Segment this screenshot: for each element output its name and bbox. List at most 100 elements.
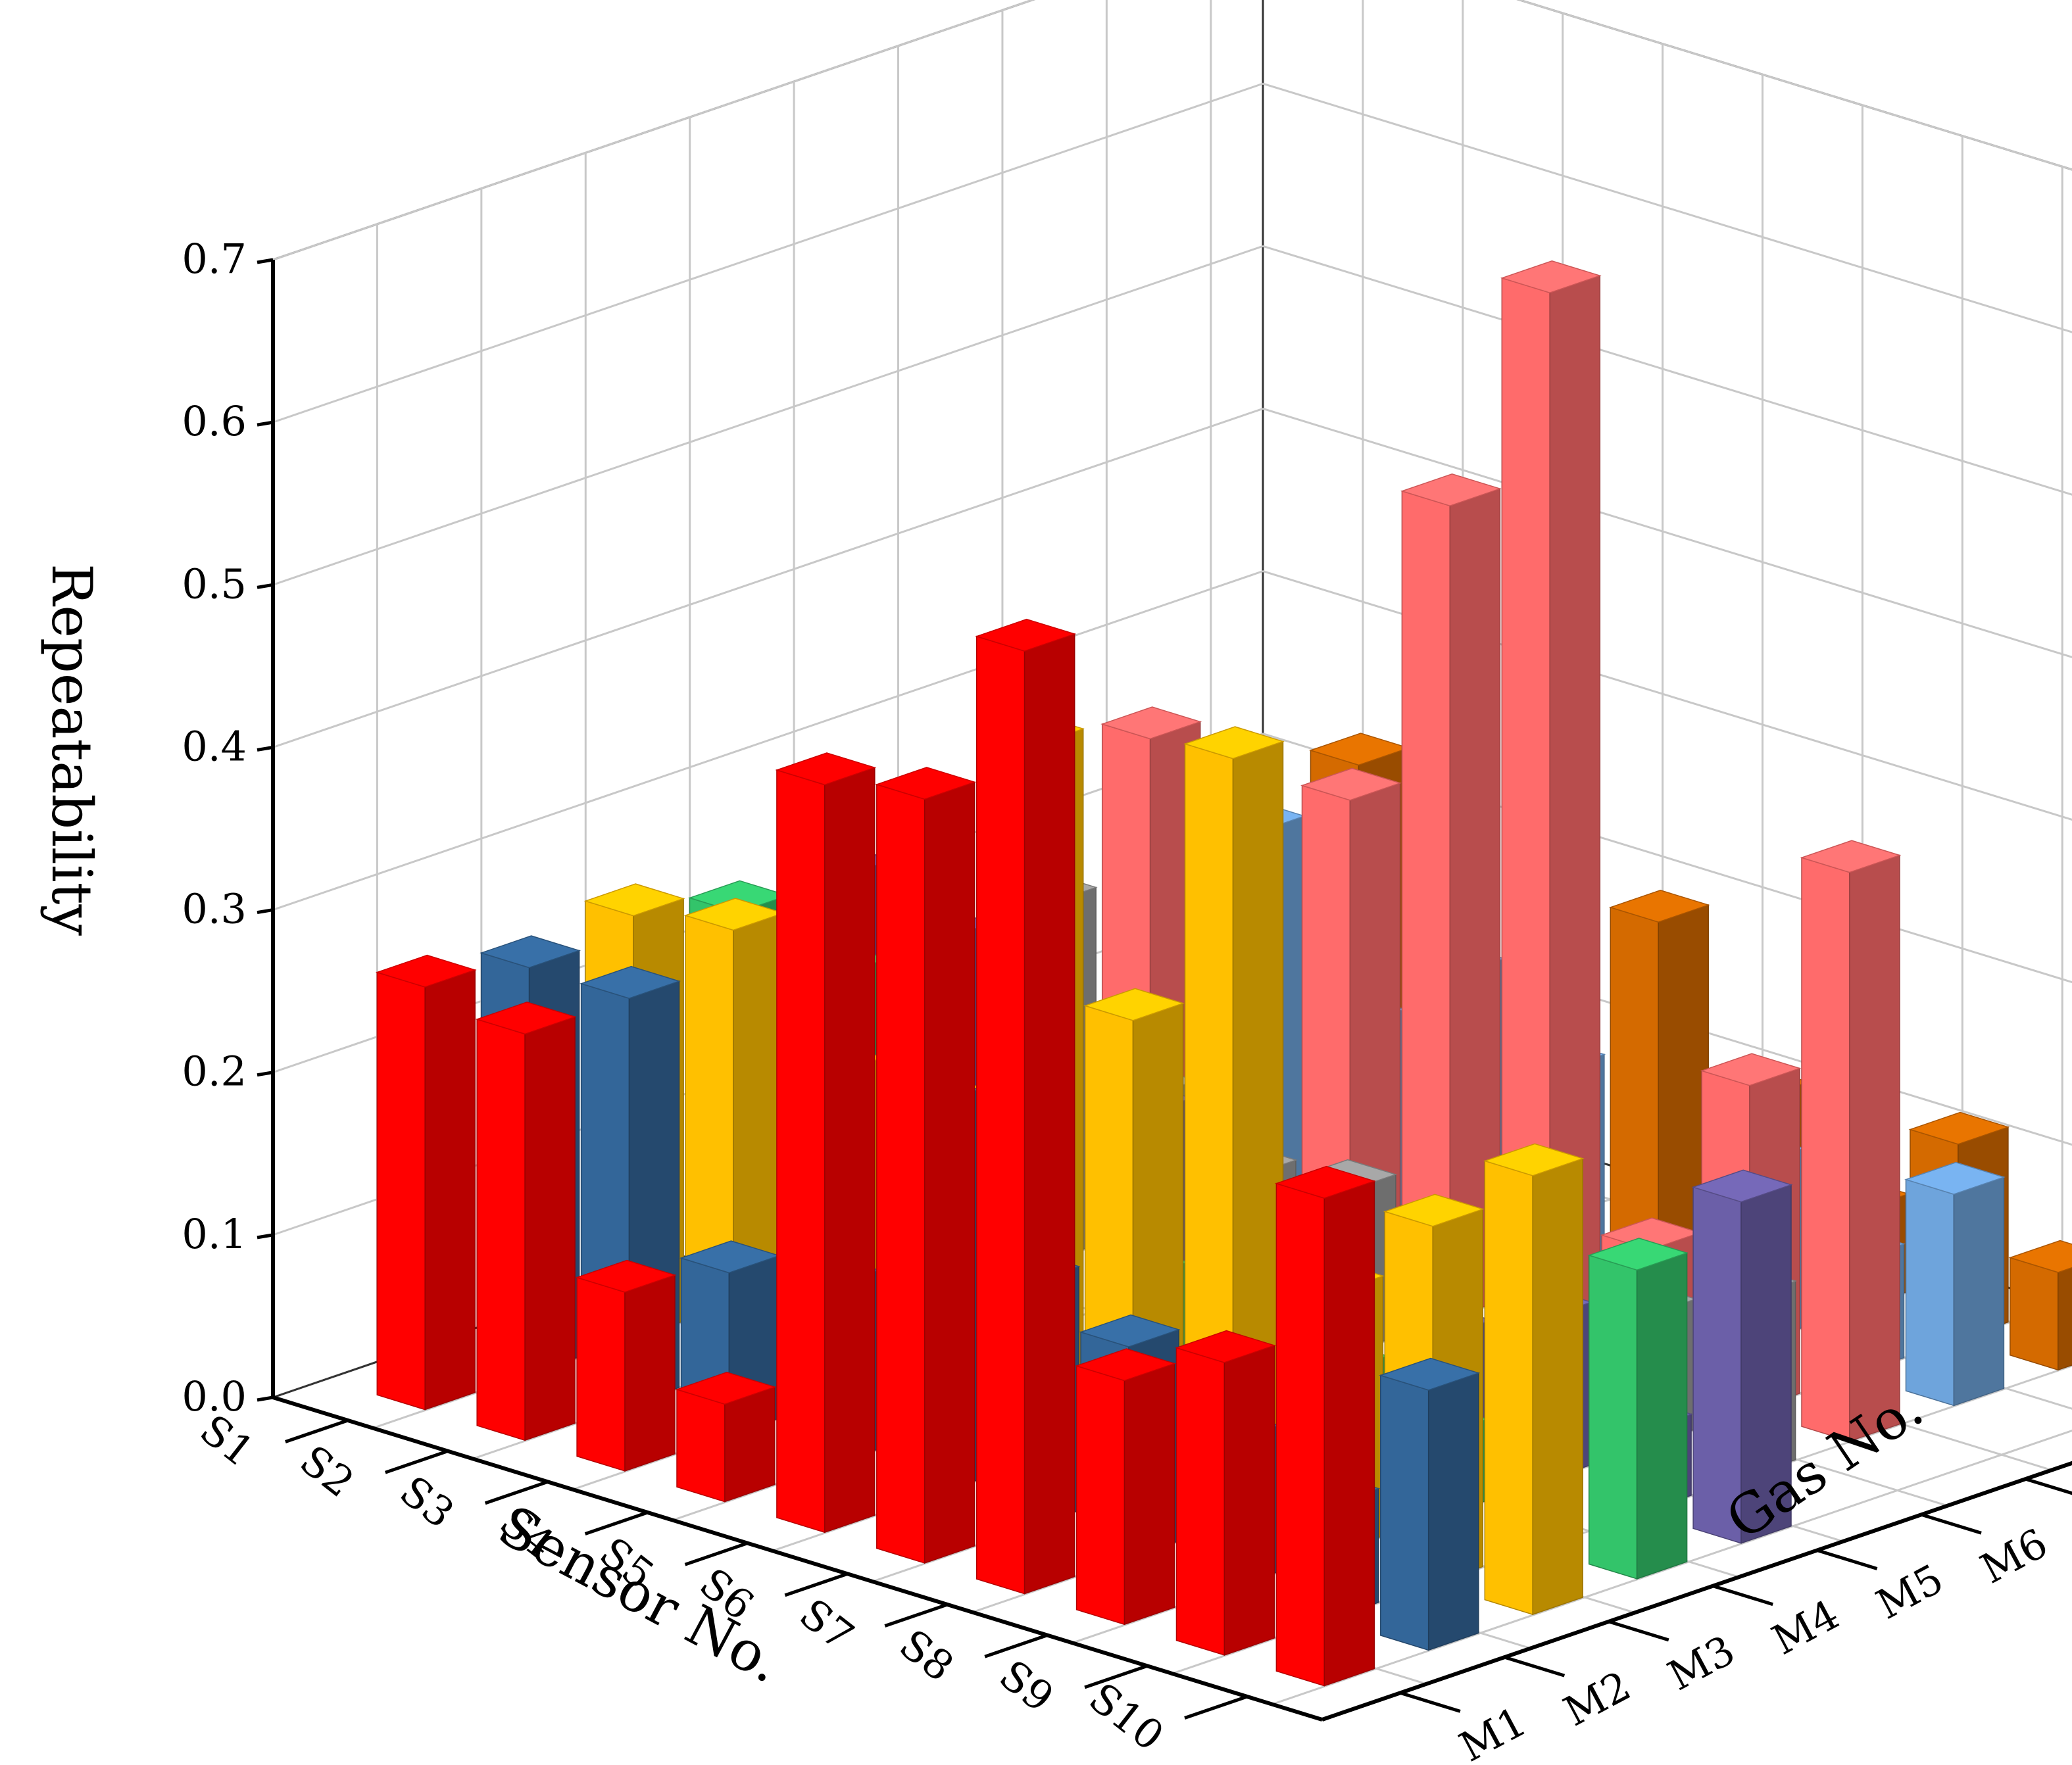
bar-s2-m1 — [475, 1002, 577, 1441]
bar-front-face — [1610, 906, 1659, 1248]
bar-s7-m3 — [1183, 726, 1285, 1524]
bar-front-face — [476, 1018, 526, 1441]
bar-top-face — [675, 1372, 777, 1405]
x-tick — [684, 1541, 749, 1566]
z-tick — [257, 258, 274, 264]
z-tick-label: 0.6 — [182, 397, 247, 445]
x-tick — [484, 1480, 549, 1505]
z-tick — [257, 745, 274, 752]
wall-gridline — [1262, 82, 2072, 333]
x-tick-label: S8 — [891, 1620, 962, 1691]
z-tick-label: 0.5 — [182, 560, 247, 608]
bar-top-face — [1800, 840, 1902, 873]
bar-s9-m1 — [1175, 1330, 1276, 1656]
bar-top-face — [1183, 726, 1285, 760]
y-tick-label: M3 — [1660, 1626, 1742, 1700]
bar-s4-m1 — [675, 1372, 777, 1503]
bar-top-face — [2008, 1240, 2072, 1273]
x-tick-label: S2 — [291, 1436, 363, 1507]
y-tick-label: M6 — [1973, 1519, 2055, 1593]
bars — [375, 260, 2072, 1687]
bar-s10-m3 — [1483, 1143, 1585, 1616]
bar-front-face — [1275, 1182, 1325, 1687]
bar-s5-m9 — [1608, 890, 1710, 1248]
bar-front-face — [576, 1276, 626, 1472]
wall-gridline — [1262, 245, 2072, 496]
bar-front-face — [1175, 1347, 1225, 1656]
z-axis-title: Repeatability — [39, 564, 104, 936]
bar-top-face — [475, 1002, 577, 1035]
floor-gridline — [1271, 1429, 2072, 1706]
z-tick-label: 0.4 — [182, 722, 247, 770]
bar-side-face — [424, 969, 476, 1411]
z-tick — [257, 420, 274, 427]
z-tick-label: 0.2 — [182, 1048, 247, 1096]
bar-front-face — [1484, 1160, 1533, 1616]
bar-side-face — [1427, 1372, 1479, 1651]
bar-s6-m1 — [875, 767, 977, 1564]
bar-side-face — [1532, 1157, 1583, 1616]
x-tick — [784, 1572, 849, 1597]
bar-side-face — [1849, 854, 1900, 1442]
x-tick — [1084, 1664, 1148, 1689]
y-tick-label: M5 — [1869, 1555, 1951, 1629]
bar-top-face — [1400, 473, 1502, 506]
bar-top-face — [1100, 706, 1202, 740]
bar-s10-m2 — [1379, 1357, 1481, 1651]
bar-front-face — [1905, 1178, 1955, 1407]
z-tick-label: 0.7 — [182, 235, 247, 283]
bar-side-face — [1223, 1344, 1275, 1656]
wall-gridline — [272, 408, 1264, 748]
bar-s3-m1 — [575, 1259, 677, 1472]
bar-s9-m7 — [1800, 840, 1902, 1442]
bar-s10-m5 — [1691, 1169, 1793, 1544]
bar-top-face — [480, 935, 581, 969]
bar-front-face — [876, 783, 925, 1564]
bar-front-face — [676, 1388, 726, 1503]
y-tick — [2025, 1477, 2072, 1495]
bar-s6-m7 — [1500, 260, 1602, 1350]
bar-front-face — [776, 769, 826, 1534]
y-tick-label: M2 — [1556, 1662, 1638, 1736]
bar-front-face — [1401, 490, 1451, 1320]
bar-side-face — [524, 1016, 576, 1441]
z-tick — [257, 583, 274, 589]
bar-top-face — [775, 752, 877, 786]
wall-gridline — [1516, 0, 2072, 171]
x-tick — [884, 1603, 949, 1628]
bar-top-face — [1379, 1357, 1481, 1391]
wall-gridline — [272, 0, 1035, 261]
z-tick-label: 0.1 — [182, 1210, 247, 1258]
x-tick — [384, 1449, 449, 1474]
bar-top-face — [975, 618, 1077, 652]
bar-top-face — [1500, 260, 1602, 293]
y-tick — [1400, 1691, 1461, 1713]
bar-top-face — [1908, 1111, 2010, 1145]
bar-s10-m4 — [1587, 1238, 1689, 1580]
z-tick-label: 0.0 — [182, 1372, 247, 1420]
bar-front-face — [1075, 1365, 1125, 1626]
bar-front-face — [975, 635, 1025, 1595]
x-tick — [285, 1418, 349, 1443]
bar-front-face — [1380, 1374, 1429, 1651]
bar-top-face — [1700, 1053, 1802, 1086]
x-tick-label: S10 — [1080, 1674, 1173, 1760]
bar-side-face — [624, 1274, 676, 1472]
bar-top-face — [1587, 1238, 1689, 1271]
z-tick — [257, 908, 274, 915]
bar-top-face — [1608, 890, 1710, 923]
bar-front-face — [2010, 1257, 2059, 1371]
y-tick-label: M4 — [1764, 1590, 1846, 1664]
bar-s7-m1 — [975, 618, 1077, 1595]
y-tick — [1504, 1655, 1566, 1678]
axes — [257, 258, 2072, 1722]
bar-top-face — [875, 767, 977, 800]
bar-s9-m9 — [2008, 1240, 2072, 1371]
x-tick-label: S9 — [991, 1651, 1062, 1722]
z-tick — [257, 1233, 274, 1240]
z-tick-label: 0.3 — [182, 885, 247, 933]
bar-top-face — [1483, 1143, 1585, 1176]
bar-top-face — [580, 965, 681, 999]
bar-top-face — [1083, 988, 1185, 1021]
